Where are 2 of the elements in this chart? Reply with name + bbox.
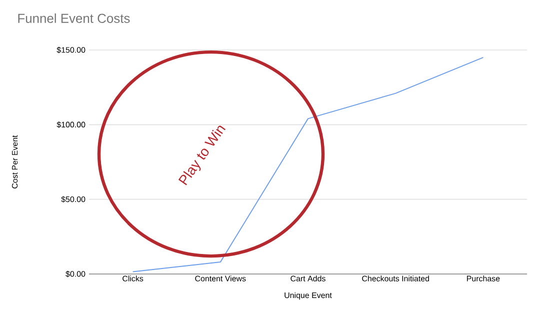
line-series [132,56,484,272]
chart-title: Funnel Event Costs [18,13,130,23]
